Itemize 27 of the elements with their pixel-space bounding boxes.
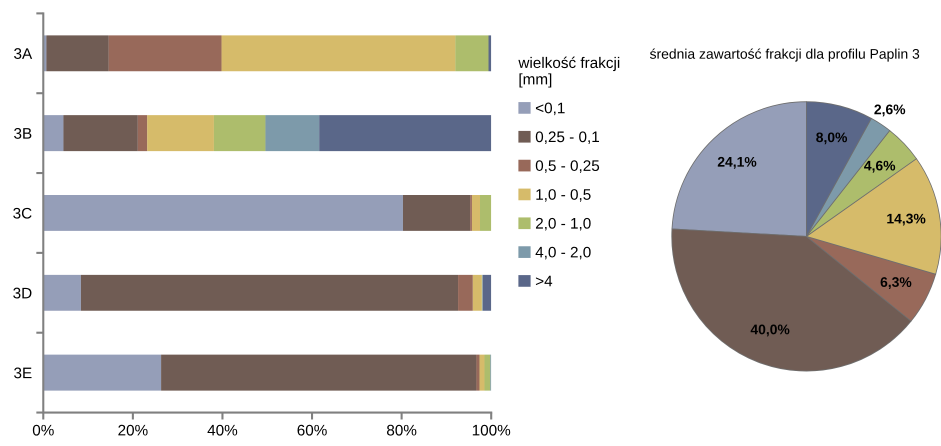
legend-label: >4 — [536, 276, 552, 286]
legend-label: 0,25 - 0,1 — [536, 131, 599, 144]
x-tick-label: 20% — [118, 424, 148, 436]
y-tick-label: 3C — [13, 208, 32, 219]
x-tick-label: 60% — [298, 424, 327, 436]
legend-label: 2,0 - 1,0 — [536, 218, 591, 231]
chart-title: średnia zawartość frakcji dla profilu Paplin 3 — [650, 48, 920, 62]
y-tick-label: 3A — [14, 48, 32, 59]
legend-label: <0,1 — [536, 102, 565, 116]
y-tick-label: 3D — [13, 288, 32, 298]
data-label: 6,3% — [880, 277, 912, 290]
data-label: 4,6% — [864, 160, 896, 173]
x-tick-label: 100% — [472, 424, 510, 436]
x-tick-label: 40% — [208, 424, 238, 436]
legend-title: wielkość frakcji [mm] — [518, 56, 620, 88]
y-tick-label: 3E — [14, 368, 32, 378]
legend-label: 4,0 - 2,0 — [536, 246, 591, 260]
data-label: 2,6% — [874, 104, 906, 116]
y-tick-label: 3B — [14, 128, 32, 139]
x-tick-label: 0% — [32, 424, 54, 436]
legend-label: 0,5 - 0,25 — [536, 160, 600, 173]
data-label: 40,0% — [750, 324, 790, 336]
data-label: 14,3% — [887, 214, 926, 226]
x-tick-label: 80% — [386, 424, 416, 436]
legend-label: 1,0 - 0,5 — [536, 189, 591, 202]
data-label: 8,0% — [816, 132, 848, 144]
data-label: 24,1% — [718, 156, 756, 169]
